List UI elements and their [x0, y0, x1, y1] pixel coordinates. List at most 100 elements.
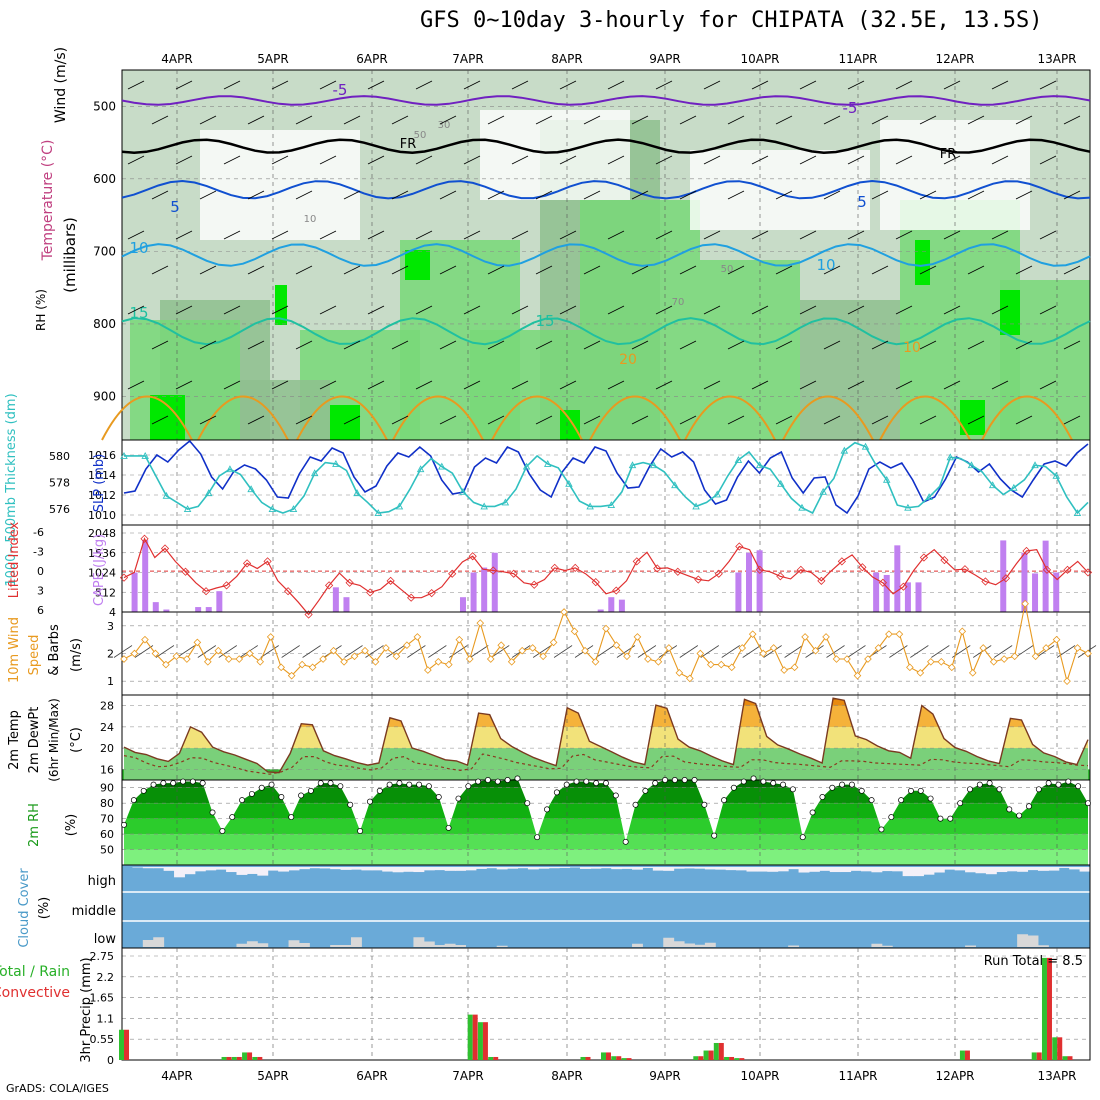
- wind-barb: [223, 380, 241, 390]
- wind-barb: [727, 265, 745, 275]
- isotherm-label: 20: [619, 352, 637, 368]
- thickness-point: [1052, 471, 1060, 479]
- thickness-point: [247, 485, 255, 493]
- lifted-point: [140, 534, 149, 543]
- wind-barb: [895, 80, 913, 90]
- rh-point: [327, 780, 334, 787]
- wind-barb: [559, 230, 577, 240]
- lifted-point: [899, 582, 908, 591]
- wind-barb: [583, 340, 601, 350]
- cloud-low-bar: [455, 945, 466, 947]
- lifted-point: [1042, 565, 1052, 574]
- wind-point: [822, 633, 830, 641]
- rh-point: [1035, 786, 1042, 793]
- precip-conv-bar: [616, 1056, 622, 1060]
- rh-point: [760, 778, 767, 785]
- wind-barb: [343, 265, 361, 275]
- cloud-high-bar: [829, 867, 841, 873]
- wind-barb: [919, 265, 937, 275]
- rh-point: [1026, 803, 1032, 810]
- lifted-point: [222, 581, 231, 590]
- rh-band: [124, 818, 1088, 835]
- top-date-label: 10APR: [740, 52, 779, 66]
- wind-barb: [919, 415, 937, 425]
- wind-barb: [151, 265, 169, 275]
- wind-barb: [535, 340, 553, 350]
- thickness-point: [882, 475, 891, 483]
- wind-barb-10m: [386, 645, 405, 658]
- wind-barb-10m: [595, 645, 615, 658]
- wind-barb: [775, 340, 793, 350]
- wind-barb: [967, 340, 985, 350]
- wind-barb: [607, 380, 625, 390]
- cloud-high-bar: [1037, 867, 1049, 871]
- thickness-point: [692, 502, 700, 510]
- precip-total-bar: [488, 1056, 494, 1060]
- wind-barb: [607, 155, 625, 165]
- rh-point: [435, 794, 442, 800]
- cape-tick-label: 1536: [88, 547, 116, 560]
- isotherm-label: 15: [535, 312, 554, 330]
- cloud-high-bar: [600, 867, 612, 869]
- wind-barb: [463, 380, 481, 390]
- slp-line: [123, 439, 1089, 515]
- wind-barb: [511, 380, 529, 390]
- lifted-point: [407, 593, 416, 602]
- lifted-point: [755, 565, 764, 574]
- wind-barb: [703, 80, 721, 90]
- rh-point: [1006, 806, 1013, 813]
- rh-patch-bright: [275, 285, 287, 325]
- wind-barb-10m: [428, 645, 447, 658]
- wind-point: [790, 663, 799, 672]
- wind-barb-10m: [910, 645, 929, 658]
- cloud-low-bar: [413, 937, 425, 947]
- wind-point: [183, 655, 191, 663]
- wind-point: [560, 608, 568, 616]
- cape-bar: [873, 572, 880, 612]
- top-date-label: 12APR: [935, 52, 974, 66]
- wind-barb: [271, 305, 289, 315]
- wind-barb: [967, 265, 985, 275]
- thickness-point: [374, 509, 383, 516]
- wind-point: [979, 644, 988, 652]
- thickness-tick-label: 576: [49, 503, 70, 516]
- wind-point: [1021, 599, 1029, 608]
- wind-point: [937, 657, 946, 666]
- wind-barb: [391, 265, 409, 275]
- cloud-high-bar: [236, 867, 248, 875]
- rh-patch-dry: [480, 110, 630, 200]
- wind-point: [465, 655, 474, 663]
- wind-barb: [871, 340, 889, 350]
- wind-barb: [655, 80, 673, 90]
- cloud-high-bar: [777, 867, 789, 872]
- cloud-high-bar: [423, 867, 435, 871]
- wind-barb: [679, 190, 697, 200]
- rh-point: [888, 814, 895, 821]
- wind-barb: [847, 380, 865, 390]
- rh-point: [553, 789, 560, 796]
- top-date-label: 9APR: [649, 52, 680, 66]
- wind-barb-10m: [344, 645, 363, 658]
- cloud-high-bar: [850, 867, 862, 871]
- cape-tick-label: 2048: [88, 527, 116, 540]
- wind-point: [214, 646, 223, 655]
- rh-band: [124, 834, 1088, 850]
- wind-barb-10m: [155, 645, 175, 658]
- cloud-low-bar: [340, 945, 352, 947]
- lifted-point: [1022, 546, 1031, 556]
- wind-barb: [559, 305, 577, 315]
- cape-bar: [1021, 552, 1028, 612]
- lifted-point: [530, 580, 539, 589]
- bottom-date-label: 9APR: [649, 1069, 680, 1083]
- rh-band: [124, 849, 1088, 865]
- precip-tick-label: 1.1: [97, 1012, 115, 1025]
- cloud-high-bar: [340, 867, 352, 870]
- thickness-point: [819, 487, 827, 495]
- wind-barb: [151, 340, 169, 350]
- wind-barb: [127, 230, 145, 240]
- cape-bar: [205, 607, 212, 612]
- wind-barb: [343, 115, 361, 125]
- lifted-point: [509, 569, 518, 578]
- cape-bar: [1000, 540, 1007, 612]
- cloud-low-bar: [663, 937, 675, 947]
